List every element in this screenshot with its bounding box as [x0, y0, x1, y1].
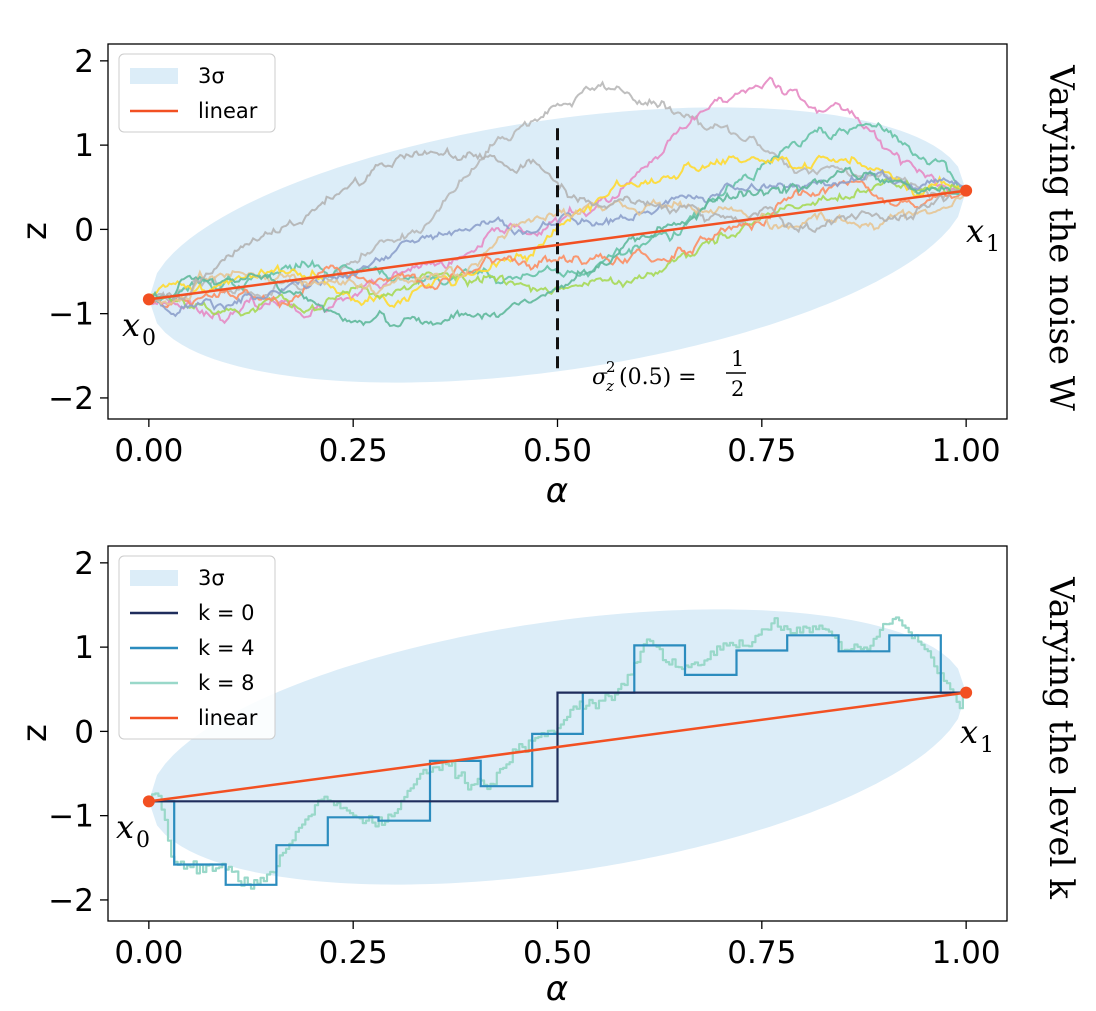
legend-linear-label: linear [198, 99, 258, 123]
x0-point [142, 293, 155, 306]
chart-panel-level: 0.00 0.25 0.50 0.75 1.00 −2 −1 0 1 2 x 0 x 1 3σ k… [15, 545, 1081, 1009]
x1-label-sub: 1 [980, 733, 994, 758]
legend-linear-label: linear [198, 706, 258, 730]
y-axis-label: z [15, 222, 55, 240]
y-tick-label: 1 [74, 128, 94, 164]
y-tick-label: −1 [48, 297, 94, 333]
y-tick-label: 0 [74, 212, 94, 248]
annotation-num: 1 [731, 347, 744, 371]
x-tick-label: 0.25 [319, 433, 388, 469]
x0-point [142, 795, 155, 808]
x1-label-sub: 1 [986, 232, 1000, 257]
y-tick-label: −2 [48, 381, 94, 417]
x-axis-label: α [546, 969, 568, 1009]
linear-line [148, 189, 967, 301]
x-tick-label: 0.00 [114, 433, 183, 469]
panel-side-title: Varying the noise W [1041, 64, 1081, 411]
axis-ticks: 0.00 0.25 0.50 0.75 1.00 −2 −1 0 1 2 [48, 44, 1000, 469]
x-tick-label: 0.25 [319, 935, 388, 971]
annotation-sup: 2 [606, 358, 616, 376]
y-tick-label: 1 [74, 630, 94, 666]
x1-point [960, 184, 973, 197]
legend-k0-label: k = 0 [198, 601, 254, 625]
x-tick-label: 0.75 [727, 433, 796, 469]
legend: 3σ k = 0 k = 4 k = 8 linear [118, 555, 276, 740]
annotation-mid: (0.5) = [619, 365, 697, 390]
chart-panel-noise: 0.00 0.25 0.50 0.75 1.00 −2 −1 0 1 2 x 0 x 1 σ 2 … [15, 43, 1081, 511]
series-k8-line [148, 616, 968, 890]
axis-ticks: 0.00 0.25 0.50 0.75 1.00 −2 −1 0 1 2 [48, 546, 1000, 971]
noise-path-9 [148, 146, 967, 304]
y-tick-label: 2 [74, 44, 94, 80]
legend-swatch-band [130, 570, 178, 586]
x1-label: x [966, 212, 984, 250]
panel-side-title: Varying the level k [1041, 576, 1081, 899]
x0-label-sub: 0 [136, 828, 150, 853]
legend-k4-label: k = 4 [198, 636, 254, 660]
legend-swatch-band [130, 68, 178, 84]
y-tick-label: 0 [74, 714, 94, 750]
legend-k8-label: k = 8 [198, 671, 254, 695]
x-tick-label: 0.50 [523, 935, 592, 971]
legend-band-label: 3σ [198, 566, 225, 590]
x-axis-label: α [546, 471, 568, 511]
x-tick-label: 1.00 [932, 935, 1001, 971]
y-tick-label: −1 [48, 799, 94, 835]
noise-path-6 [148, 168, 967, 318]
x0-label: x [116, 808, 134, 846]
legend: 3σ linear [118, 53, 276, 133]
x-tick-label: 1.00 [932, 433, 1001, 469]
x0-label-sub: 0 [142, 326, 156, 351]
legend-band-label: 3σ [198, 64, 225, 88]
y-tick-label: −2 [48, 883, 94, 919]
y-axis-label: z [15, 724, 55, 742]
linear-line [148, 691, 967, 803]
annotation-sub: z [605, 377, 614, 395]
x0-label: x [122, 306, 140, 344]
annotation-sigma: σ [592, 365, 608, 390]
x-tick-label: 0.50 [523, 433, 592, 469]
y-tick-label: 2 [74, 546, 94, 582]
x1-label: x [960, 713, 978, 751]
x-tick-label: 0.00 [114, 935, 183, 971]
x1-point [960, 686, 973, 699]
x-tick-label: 0.75 [727, 935, 796, 971]
annotation-den: 2 [731, 377, 744, 401]
variance-annotation: σ 2 z (0.5) = 1 2 [592, 347, 746, 401]
